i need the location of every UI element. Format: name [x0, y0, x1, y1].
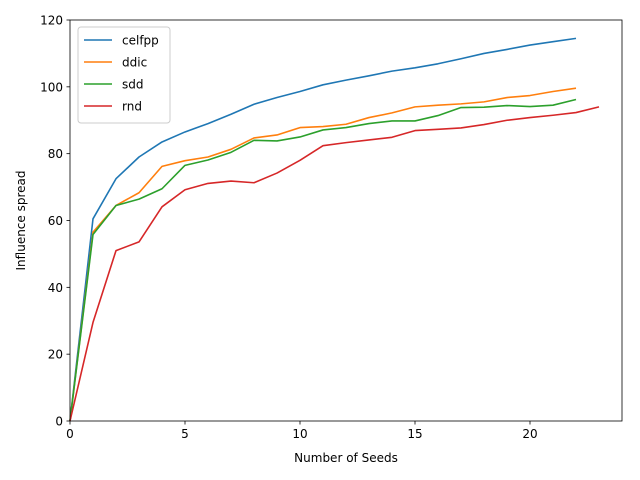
legend-label-celfpp: celfpp: [122, 34, 159, 48]
legend-box: [77, 26, 171, 124]
y-tick-label: 20: [48, 348, 63, 362]
series-line-rnd: [69, 106, 600, 422]
x-axis-label: Number of Seeds: [294, 451, 398, 465]
series-line-celfpp: [69, 37, 577, 422]
x-axis-ticks: 0 5 10 15 20: [66, 421, 538, 441]
y-tick-label: 100: [40, 80, 63, 94]
legend-label-ddic: ddic: [122, 56, 147, 70]
legend: celfpp ddic sdd rnd: [77, 26, 171, 124]
series-line-sdd: [69, 98, 577, 422]
x-tick-label: 5: [181, 427, 189, 441]
x-tick-label: 0: [66, 427, 74, 441]
y-axis-label: Influence spread: [14, 171, 28, 271]
legend-label-rnd: rnd: [122, 100, 142, 114]
plot-lines: [69, 37, 600, 422]
y-axis-ticks: 0 20 40 60 80 100 120: [40, 14, 70, 429]
legend-label-sdd: sdd: [122, 78, 144, 92]
y-tick-label: 40: [48, 281, 63, 295]
series-line-ddic: [69, 87, 577, 422]
y-tick-label: 120: [40, 14, 63, 28]
x-tick-label: 15: [407, 427, 422, 441]
x-tick-label: 10: [292, 427, 307, 441]
y-tick-label: 0: [55, 415, 63, 429]
y-tick-label: 80: [48, 147, 63, 161]
y-tick-label: 60: [48, 214, 63, 228]
x-tick-label: 20: [522, 427, 537, 441]
